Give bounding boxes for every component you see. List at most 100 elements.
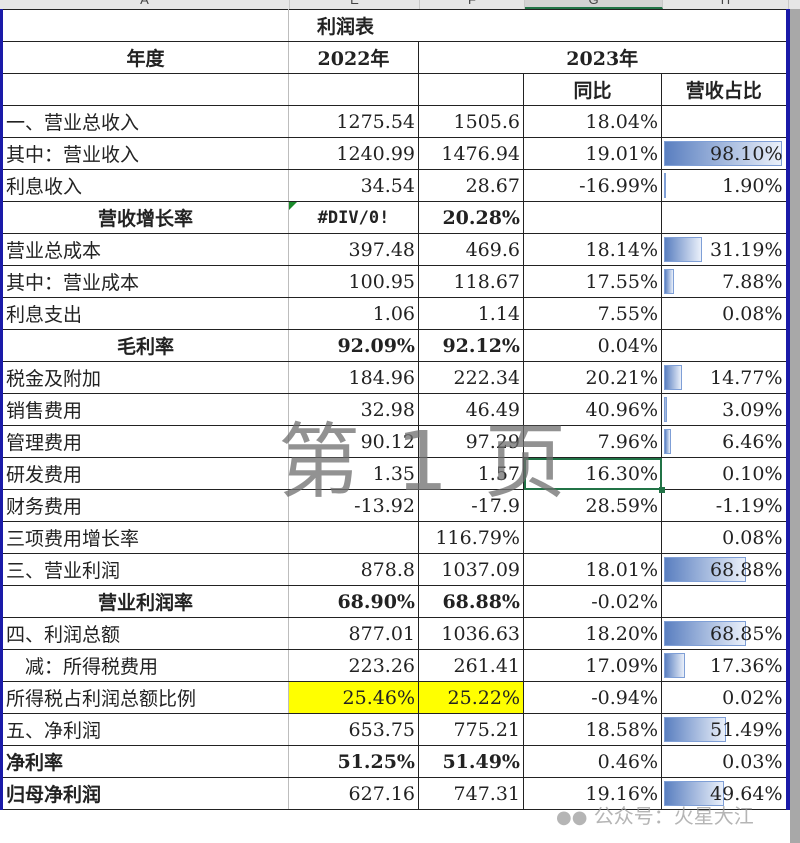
- value-2022[interactable]: 34.54: [288, 169, 419, 202]
- value-2023[interactable]: 118.67: [418, 265, 524, 298]
- share-value[interactable]: 3.09%: [661, 393, 788, 426]
- value-2023[interactable]: 46.49: [418, 393, 524, 426]
- yoy-value[interactable]: 28.59%: [523, 489, 662, 522]
- table-title[interactable]: 利润表: [288, 9, 788, 42]
- value-2023[interactable]: 1476.94: [418, 137, 524, 170]
- value-2023[interactable]: 261.41: [418, 649, 524, 682]
- row-label[interactable]: 销售费用: [1, 393, 289, 426]
- value-2022[interactable]: 627.16: [288, 777, 419, 810]
- yoy-value[interactable]: 18.58%: [523, 713, 662, 746]
- yoy-value[interactable]: 0.46%: [523, 745, 662, 778]
- share-value[interactable]: [661, 201, 788, 234]
- value-2022[interactable]: 32.98: [288, 393, 419, 426]
- share-value[interactable]: -1.19%: [661, 489, 788, 522]
- value-2022[interactable]: 92.09%: [288, 329, 419, 362]
- value-2022[interactable]: 51.25%: [288, 745, 419, 778]
- value-2022[interactable]: 653.75: [288, 713, 419, 746]
- row-label[interactable]: 归母净利润: [1, 777, 289, 810]
- value-2023[interactable]: 469.6: [418, 233, 524, 266]
- row-label[interactable]: 其中：营业成本: [1, 265, 289, 298]
- value-2022[interactable]: 184.96: [288, 361, 419, 394]
- value-2022[interactable]: #DIV/0!: [288, 201, 419, 234]
- fill-handle[interactable]: [659, 487, 665, 493]
- share-value[interactable]: 14.77%: [661, 361, 788, 394]
- share-value[interactable]: 1.90%: [661, 169, 788, 202]
- value-2023[interactable]: 747.31: [418, 777, 524, 810]
- value-2023[interactable]: 116.79%: [418, 521, 524, 554]
- value-2022[interactable]: 1240.99: [288, 137, 419, 170]
- row-label[interactable]: 营业总成本: [1, 233, 289, 266]
- value-2023[interactable]: 1.57: [418, 457, 524, 490]
- value-2022[interactable]: 25.46%: [288, 681, 419, 714]
- row-label[interactable]: 五、净利润: [1, 713, 289, 746]
- share-value[interactable]: [661, 329, 788, 362]
- yoy-value[interactable]: 7.96%: [523, 425, 662, 458]
- yoy-value[interactable]: -0.02%: [523, 585, 662, 618]
- cell[interactable]: [1, 9, 289, 42]
- value-2022[interactable]: 1.35: [288, 457, 419, 490]
- share-value[interactable]: 0.02%: [661, 681, 788, 714]
- share-value[interactable]: 0.03%: [661, 745, 788, 778]
- row-label[interactable]: 减：所得税费用: [1, 649, 289, 682]
- yoy-value[interactable]: [523, 201, 662, 234]
- value-2022[interactable]: [288, 521, 419, 554]
- row-label[interactable]: 利息收入: [1, 169, 289, 202]
- column-header-h[interactable]: H: [663, 0, 789, 9]
- row-label[interactable]: 三项费用增长率: [1, 521, 289, 554]
- yoy-value[interactable]: 40.96%: [523, 393, 662, 426]
- yoy-value[interactable]: 17.09%: [523, 649, 662, 682]
- row-label[interactable]: 其中：营业收入: [1, 137, 289, 170]
- revenue-share-header[interactable]: 营收占比: [661, 73, 788, 106]
- column-header-f[interactable]: F: [420, 0, 525, 9]
- share-value[interactable]: 6.46%: [661, 425, 788, 458]
- yoy-value[interactable]: -16.99%: [523, 169, 662, 202]
- cell[interactable]: [288, 73, 419, 106]
- share-value[interactable]: 31.19%: [661, 233, 788, 266]
- share-value[interactable]: 0.08%: [661, 521, 788, 554]
- share-value[interactable]: 7.88%: [661, 265, 788, 298]
- row-label[interactable]: 一、营业总收入: [1, 105, 289, 138]
- value-2022[interactable]: 877.01: [288, 617, 419, 650]
- yoy-value[interactable]: 20.21%: [523, 361, 662, 394]
- share-value[interactable]: 68.88%: [661, 553, 788, 586]
- value-2023[interactable]: 1037.09: [418, 553, 524, 586]
- yoy-value[interactable]: 19.01%: [523, 137, 662, 170]
- row-label[interactable]: 所得税占利润总额比例: [1, 681, 289, 714]
- yoy-value[interactable]: 18.14%: [523, 233, 662, 266]
- share-value[interactable]: [661, 585, 788, 618]
- value-2022[interactable]: 68.90%: [288, 585, 419, 618]
- row-label[interactable]: 四、利润总额: [1, 617, 289, 650]
- year-label[interactable]: 年度: [1, 41, 289, 74]
- share-value[interactable]: 17.36%: [661, 649, 788, 682]
- value-2023[interactable]: 92.12%: [418, 329, 524, 362]
- row-label[interactable]: 毛利率: [1, 329, 289, 362]
- row-label[interactable]: 净利率: [1, 745, 289, 778]
- value-2023[interactable]: 51.49%: [418, 745, 524, 778]
- row-label[interactable]: 税金及附加: [1, 361, 289, 394]
- share-value[interactable]: [661, 105, 788, 138]
- value-2022[interactable]: 878.8: [288, 553, 419, 586]
- row-label[interactable]: 三、营业利润: [1, 553, 289, 586]
- row-label[interactable]: 财务费用: [1, 489, 289, 522]
- column-header-g[interactable]: G: [525, 0, 663, 9]
- value-2023[interactable]: 28.67: [418, 169, 524, 202]
- row-label[interactable]: 管理费用: [1, 425, 289, 458]
- row-label[interactable]: 研发费用: [1, 457, 289, 490]
- value-2022[interactable]: 397.48: [288, 233, 419, 266]
- year-2022-header[interactable]: 2022年: [288, 41, 419, 74]
- yoy-header[interactable]: 同比: [523, 73, 662, 106]
- value-2023[interactable]: 775.21: [418, 713, 524, 746]
- year-2023-header[interactable]: 2023年: [418, 41, 788, 74]
- column-header-e[interactable]: E: [290, 0, 420, 9]
- share-value[interactable]: 0.10%: [661, 457, 788, 490]
- yoy-value[interactable]: 18.20%: [523, 617, 662, 650]
- share-value[interactable]: 49.64%: [661, 777, 788, 810]
- yoy-value[interactable]: 17.55%: [523, 265, 662, 298]
- row-label[interactable]: 营业利润率: [1, 585, 289, 618]
- cell[interactable]: [1, 73, 289, 106]
- share-value[interactable]: 51.49%: [661, 713, 788, 746]
- value-2022[interactable]: 1.06: [288, 297, 419, 330]
- value-2023[interactable]: 25.22%: [418, 681, 524, 714]
- value-2023[interactable]: 222.34: [418, 361, 524, 394]
- value-2022[interactable]: -13.92: [288, 489, 419, 522]
